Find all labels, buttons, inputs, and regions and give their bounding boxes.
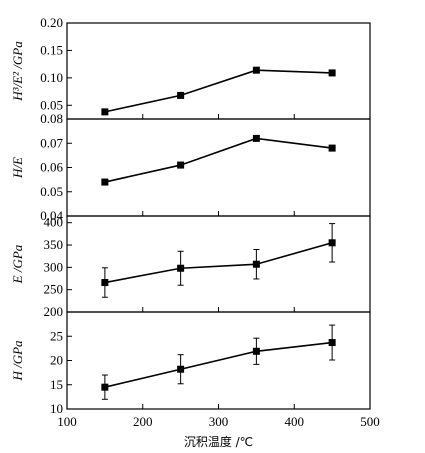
series-line: [104, 137, 333, 183]
y-tick-label: 400: [44, 215, 64, 230]
panel-4: 10 15 20 25 H /GPa: [10, 311, 371, 416]
x-tick-label: 400: [285, 414, 305, 429]
data-point: [177, 264, 185, 272]
x-tick-label: 500: [360, 414, 380, 429]
panel-3: 200 250 300 350 400 E /GPa: [10, 215, 371, 319]
data-point: [328, 144, 336, 152]
data-point: [101, 178, 109, 186]
data-point: [328, 69, 336, 77]
data-point: [252, 347, 260, 355]
series-line: [104, 341, 333, 388]
data-point: [252, 260, 260, 268]
y-axis-label: H³/E² /GPa: [10, 41, 25, 102]
panel-2: 0.04 0.05 0.06 0.07 0.08 H/E: [10, 111, 371, 223]
y-tick-label: 0.04: [40, 208, 63, 223]
y-tick-label: 0.10: [40, 70, 63, 85]
y-tick-label: 15: [50, 377, 63, 392]
x-tick-label: 300: [209, 414, 229, 429]
panel-frame: [66, 215, 371, 313]
x-tick-label: 100: [57, 414, 77, 429]
data-point: [177, 161, 185, 169]
data-point: [252, 134, 260, 142]
y-tick-label: 0.06: [40, 160, 63, 175]
data-point: [101, 383, 109, 391]
panel-1: 0.05 0.10 0.15 0.20 H³/E² /GPa: [10, 15, 371, 120]
y-tick-label: 20: [50, 353, 63, 368]
y-axis-label: H /GPa: [10, 340, 25, 382]
data-point: [177, 365, 185, 373]
y-tick-label: 200: [44, 304, 64, 319]
data-point: [252, 66, 260, 74]
y-tick-label: 25: [50, 328, 63, 343]
data-point: [328, 239, 336, 247]
series-line: [104, 69, 333, 113]
y-tick-label: 350: [44, 237, 64, 252]
y-tick-label: 0.07: [40, 135, 63, 150]
x-axis-label: 沉积温度 /℃: [184, 434, 253, 449]
data-point: [177, 91, 185, 99]
y-tick-label: 0.20: [40, 15, 63, 30]
y-tick-label: 250: [44, 282, 64, 297]
y-axis-label: H/E: [10, 157, 25, 179]
data-point: [328, 339, 336, 347]
x-tick-label: 200: [133, 414, 153, 429]
y-tick-label: 0.05: [40, 97, 63, 112]
y-tick-label: 10: [50, 401, 63, 416]
data-point: [101, 108, 109, 116]
y-tick-label: 0.08: [40, 111, 63, 126]
series-line: [104, 242, 333, 284]
data-point: [101, 279, 109, 287]
y-tick-label: 0.15: [40, 42, 63, 57]
y-tick-label: 300: [44, 259, 64, 274]
y-tick-label: 0.05: [40, 184, 63, 199]
y-axis-label: E /GPa: [10, 244, 25, 284]
panel-frame: [66, 118, 371, 217]
panel-frame: [66, 22, 371, 120]
